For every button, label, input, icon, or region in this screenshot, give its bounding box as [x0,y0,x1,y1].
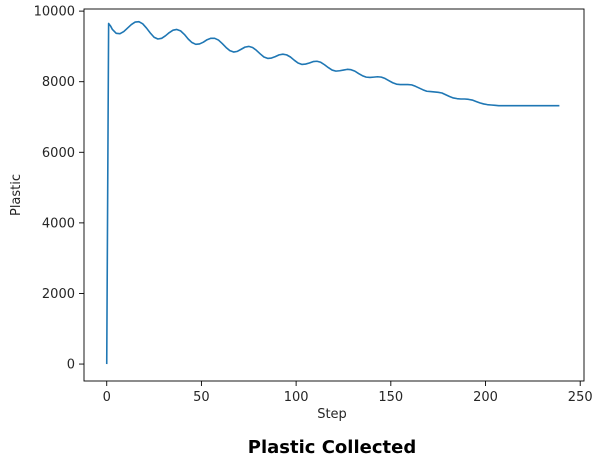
x-tick-label: 100 [284,390,309,405]
y-tick-label: 10000 [34,5,75,20]
plot-area [83,8,585,382]
chart-title: Plastic Collected [248,437,416,458]
x-axis-label: Step [317,407,347,422]
y-tick-label: 2000 [42,287,75,302]
y-axis-label: Plastic [9,174,24,216]
x-tick-label: 150 [378,390,403,405]
x-axis: 0 50 100 150 200 250 [103,381,593,405]
y-tick-label: 0 [67,358,75,373]
series-line [105,20,560,365]
x-tick-label: 250 [568,390,593,405]
y-tick-label: 8000 [42,75,75,90]
x-tick-label: 0 [103,390,111,405]
y-axis: 0 2000 4000 6000 8000 10000 [34,5,84,373]
y-tick-label: 6000 [42,146,75,161]
x-tick-label: 200 [473,390,498,405]
y-tick-label: 4000 [42,216,75,231]
x-tick-label: 50 [193,390,210,405]
